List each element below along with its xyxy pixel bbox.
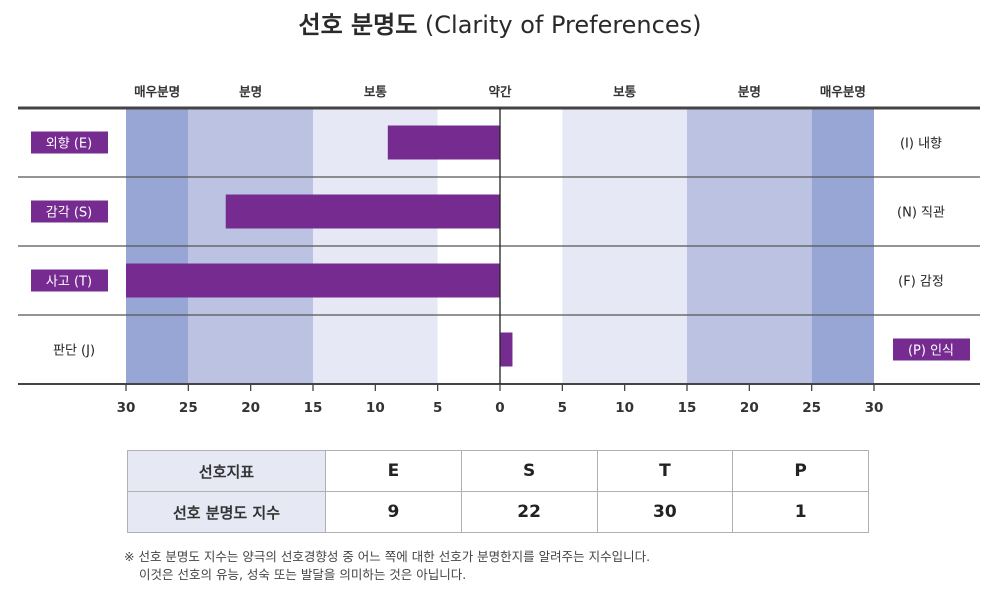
table-cell-score: 22 xyxy=(460,491,598,533)
tick-label: 0 xyxy=(495,400,504,416)
bar xyxy=(225,194,500,229)
table-row-scores: 선호 분명도 지수 9 22 30 1 xyxy=(127,491,869,533)
tick-label: 15 xyxy=(304,400,323,416)
right-pole-label: (P) 인식 xyxy=(908,344,954,359)
bar xyxy=(126,263,500,298)
zone-label: 매우분명 xyxy=(134,84,180,99)
right-pole-label: (F) 감정 xyxy=(898,275,944,290)
zone-label: 분명 xyxy=(738,84,761,99)
table-cell-letter: S xyxy=(460,450,598,492)
tick-label: 20 xyxy=(241,400,260,416)
zone-label: 보통 xyxy=(364,84,388,99)
left-label-highlight xyxy=(31,269,108,292)
tick-label: 25 xyxy=(179,400,198,416)
zone-label: 보통 xyxy=(613,84,637,99)
tick-label: 30 xyxy=(117,400,136,416)
left-pole-label: 사고 (T) xyxy=(46,275,92,290)
footnote-line-2: 이것은 선호의 유능, 성숙 또는 발달을 의미하는 것은 아닙니다. xyxy=(139,567,467,582)
table-cell-score: 30 xyxy=(596,491,734,533)
chart-title: 선호 분명도 (Clarity of Preferences) xyxy=(0,8,1000,42)
chart-title-english: (Clarity of Preferences) xyxy=(424,11,702,39)
tick-label: 5 xyxy=(558,400,567,416)
clarity-chart: 매우분명 분명 보통 약간 보통 분명 매우분명 30 25 20 15 10 5 0 5 10 15 20 25 3… xyxy=(18,84,980,416)
zone-label: 매우분명 xyxy=(820,84,866,99)
left-label-highlight xyxy=(31,200,108,223)
tick-label: 5 xyxy=(433,400,442,416)
tick-label: 20 xyxy=(740,400,759,416)
tick-label: 15 xyxy=(678,400,697,416)
table-header-clarity-index: 선호 분명도 지수 xyxy=(127,491,326,533)
bar xyxy=(387,125,500,160)
tick-label: 10 xyxy=(366,400,385,416)
zone-label: 약간 xyxy=(488,84,512,99)
left-pole-label: 외향 (E) xyxy=(46,137,92,152)
table-cell-letter: E xyxy=(325,450,462,492)
left-pole-label: 감각 (S) xyxy=(46,206,92,221)
footnote: ※ 선호 분명도 지수는 양극의 선호경향성 중 어느 쪽에 대한 선호가 분명… xyxy=(124,548,650,584)
table-cell-score: 9 xyxy=(325,491,462,533)
bar xyxy=(500,332,513,367)
left-label-highlight xyxy=(31,131,108,154)
table-row-letters: 선호지표 E S T P xyxy=(127,450,869,492)
chart-title-korean: 선호 분명도 xyxy=(298,11,418,39)
left-pole-label: 판단 (J) xyxy=(53,344,95,359)
score-table: 선호지표 E S T P 선호 분명도 지수 9 22 30 1 xyxy=(127,450,869,533)
zone-label: 분명 xyxy=(239,84,262,99)
tick-label: 30 xyxy=(865,400,884,416)
tick-label: 10 xyxy=(615,400,634,416)
table-header-preference: 선호지표 xyxy=(127,450,326,492)
table-cell-letter: T xyxy=(596,450,734,492)
right-pole-label: (I) 내향 xyxy=(900,137,942,152)
right-label-highlight xyxy=(893,338,970,361)
right-pole-label: (N) 직관 xyxy=(897,206,945,221)
table-cell-letter: P xyxy=(732,450,869,492)
footnote-line-1: ※ 선호 분명도 지수는 양극의 선호경향성 중 어느 쪽에 대한 선호가 분명… xyxy=(124,549,651,564)
table-cell-score: 1 xyxy=(732,491,869,533)
tick-label: 25 xyxy=(802,400,821,416)
